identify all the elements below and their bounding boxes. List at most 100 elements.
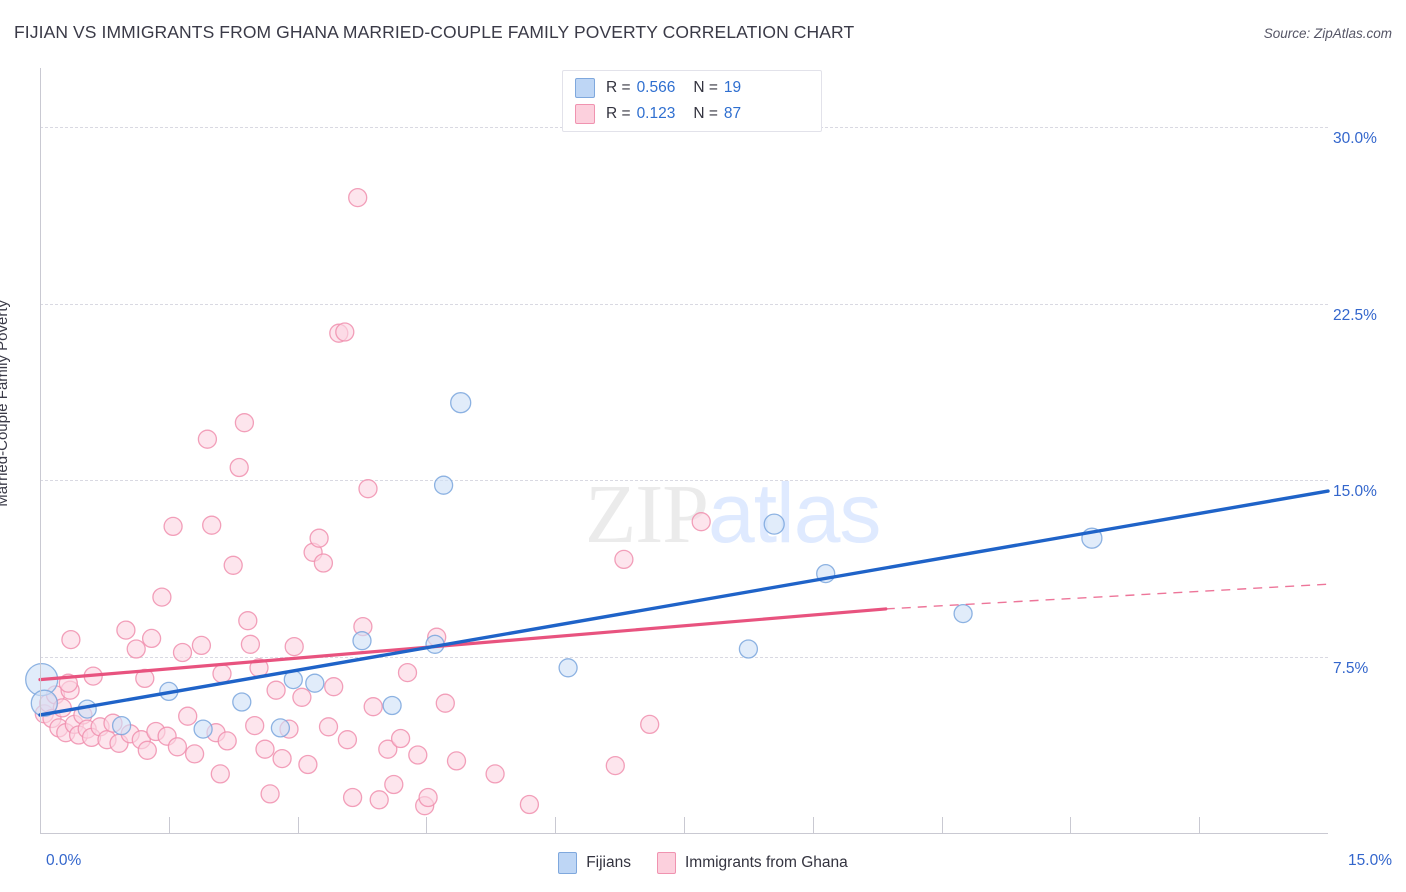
data-point-ghana — [137, 740, 157, 760]
stat-r-key-blue: R = — [606, 79, 631, 96]
data-point-ghana — [212, 664, 232, 684]
data-point-fijians — [382, 695, 402, 716]
stat-n-value-pink: 87 — [723, 105, 742, 122]
data-point-fijians — [352, 631, 372, 651]
data-point-ghana — [384, 774, 404, 795]
data-point-ghana — [245, 715, 265, 736]
x-tick — [426, 817, 428, 834]
data-point-ghana — [519, 794, 540, 815]
data-point-ghana — [260, 784, 280, 804]
data-point-ghana — [116, 620, 136, 640]
data-point-ghana — [152, 587, 172, 607]
data-point-ghana — [234, 413, 255, 433]
gridline — [40, 303, 1328, 305]
data-point-ghana — [605, 755, 625, 776]
data-point-fijians — [270, 718, 291, 738]
x-axis-max-label: 15.0% — [1348, 852, 1392, 869]
data-point-ghana — [408, 745, 428, 765]
source-attribution: Source: ZipAtlas.com — [1263, 26, 1392, 41]
stat-n-key-pink: N = — [693, 105, 718, 122]
data-point-ghana — [126, 639, 146, 659]
x-axis-min-label: 0.0% — [46, 852, 82, 869]
data-point-ghana — [691, 512, 711, 532]
x-tick — [1070, 817, 1072, 834]
data-point-ghana — [167, 737, 188, 757]
data-point-fijians — [738, 639, 759, 659]
data-point-ghana — [172, 642, 193, 663]
data-point-ghana — [435, 693, 455, 713]
legend-label-ghana: Immigrants from Ghana — [684, 854, 848, 871]
data-point-ghana — [61, 629, 81, 650]
data-point-ghana — [298, 754, 318, 775]
x-tick — [168, 817, 170, 834]
gridline — [40, 657, 1328, 659]
data-point-fijians — [232, 692, 252, 712]
data-point-fijians — [30, 689, 58, 717]
data-point-ghana — [163, 516, 183, 537]
stat-r-value-pink: 0.123 — [636, 105, 676, 122]
data-point-ghana — [223, 555, 243, 575]
data-point-ghana — [178, 706, 198, 726]
x-tick — [941, 817, 943, 834]
data-point-ghana — [284, 636, 304, 657]
data-point-ghana — [324, 677, 344, 697]
data-point-ghana — [390, 728, 411, 749]
y-tick-label: 7.5% — [1333, 660, 1369, 678]
data-point-fijians — [558, 658, 578, 678]
x-tick — [1199, 817, 1201, 834]
scatter-plot-layer — [25, 187, 1330, 816]
data-point-fijians — [111, 715, 132, 736]
legend-item-ghana[interactable]: Immigrants from Ghana — [656, 852, 848, 874]
data-point-fijians — [433, 475, 454, 495]
data-point-fijians — [953, 603, 973, 624]
data-point-fijians — [193, 719, 213, 739]
legend-label-fijians: Fijians — [586, 854, 631, 871]
swatch-blue-icon — [575, 78, 595, 98]
data-point-ghana — [240, 634, 261, 654]
trendline-ghana-extrapolated — [885, 583, 1329, 610]
x-tick — [555, 817, 557, 834]
legend-item-fijians[interactable]: Fijians — [558, 852, 631, 874]
page-title: FIJIAN VS IMMIGRANTS FROM GHANA MARRIED-… — [14, 22, 855, 42]
data-point-fijians — [305, 673, 325, 693]
data-point-ghana — [418, 787, 438, 808]
data-point-ghana — [217, 731, 237, 751]
trendline-fijians — [38, 489, 1330, 717]
data-point-ghana — [309, 528, 329, 548]
y-axis-line — [40, 68, 41, 834]
legend-swatch-blue-icon — [558, 852, 578, 874]
data-point-ghana — [197, 429, 218, 449]
y-axis-title: Married-Couple Family Poverty — [0, 300, 11, 507]
data-point-ghana — [369, 790, 389, 810]
x-axis-line — [40, 833, 1328, 834]
stat-r-key-pink: R = — [606, 105, 631, 122]
y-tick-label: 15.0% — [1333, 483, 1377, 501]
data-point-ghana — [378, 739, 398, 759]
y-tick-label: 30.0% — [1333, 129, 1377, 147]
x-tick — [812, 817, 814, 834]
data-point-ghana — [141, 628, 162, 649]
data-point-ghana — [229, 457, 249, 478]
data-point-ghana — [358, 479, 378, 499]
stats-row-fijians: R = 0.566 N = 19 — [575, 75, 741, 101]
data-point-ghana — [318, 717, 339, 737]
data-point-ghana — [184, 744, 205, 764]
data-point-ghana — [397, 662, 418, 683]
data-point-ghana — [272, 748, 292, 769]
data-point-ghana — [335, 322, 355, 342]
data-point-ghana — [363, 697, 383, 717]
trendline-ghana — [38, 607, 888, 682]
data-point-ghana — [348, 187, 368, 208]
data-point-ghana — [202, 515, 222, 535]
gridline — [40, 480, 1328, 482]
data-point-ghana — [614, 549, 634, 570]
data-point-fijians — [450, 392, 472, 414]
data-point-ghana — [238, 611, 258, 631]
data-point-ghana — [255, 739, 275, 759]
stat-n-key-blue: N = — [693, 79, 718, 96]
data-point-ghana — [337, 730, 358, 750]
data-point-ghana — [485, 764, 505, 784]
data-point-ghana — [210, 764, 230, 784]
swatch-pink-icon — [575, 104, 595, 124]
